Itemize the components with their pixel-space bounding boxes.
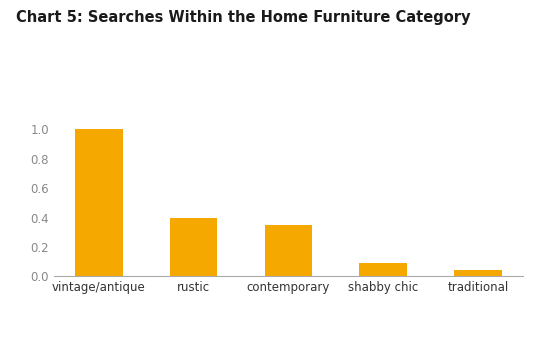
Bar [75, 129, 122, 276]
Bar [360, 263, 407, 276]
Text: Chart 5: Searches Within the Home Furniture Category: Chart 5: Searches Within the Home Furnit… [16, 10, 471, 25]
Bar [454, 270, 501, 276]
Bar [265, 225, 312, 276]
Text: furniture: furniture [67, 77, 127, 91]
Bar [170, 217, 217, 276]
